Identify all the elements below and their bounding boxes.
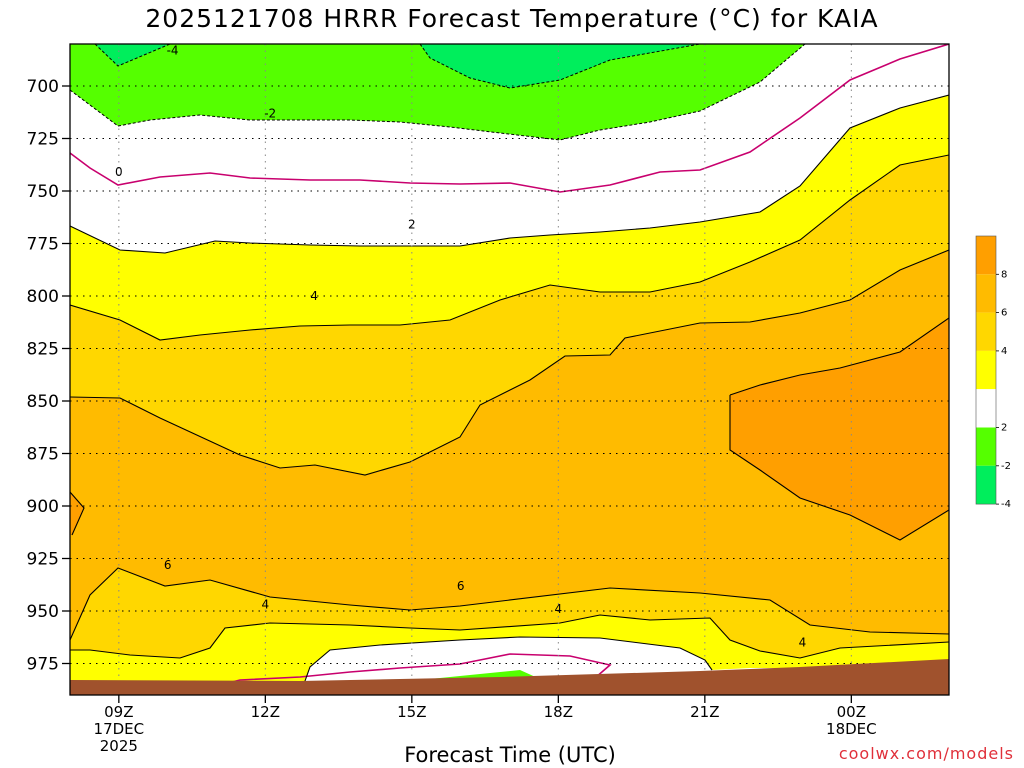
y-tick-label-775: 775 bbox=[27, 235, 59, 255]
x-tick-label-18DEC: 18DEC bbox=[826, 720, 877, 738]
contour-label-1: -2 bbox=[264, 106, 276, 120]
colorbar-legend: 8 6 4 2 -2 -4 bbox=[975, 235, 1011, 510]
contour-label-4: 4 bbox=[310, 289, 318, 303]
y-tick-label-950: 950 bbox=[27, 602, 59, 622]
y-tick-label-700: 700 bbox=[27, 77, 59, 97]
x-tick-label-2025: 2025 bbox=[100, 737, 138, 755]
x-tick-label-00Z: 00Z bbox=[837, 703, 866, 721]
x-tick-label-17DEC: 17DEC bbox=[94, 720, 145, 738]
contour-label-2: 0 bbox=[115, 165, 123, 179]
grid-lines bbox=[70, 44, 949, 695]
y-tick-label-750: 750 bbox=[27, 182, 59, 202]
x-tick-label-21Z: 21Z bbox=[690, 703, 719, 721]
colorbar-tick-label-4: -2 bbox=[1001, 461, 1011, 472]
colorbar-tick-label-1: 6 bbox=[1001, 308, 1007, 319]
band-minus6-to-minus4 bbox=[95, 44, 700, 88]
ground-terrain bbox=[70, 659, 949, 695]
y-tick-label-725: 725 bbox=[27, 130, 59, 150]
band-8-to-10-left bbox=[70, 492, 84, 535]
colorbar-frame bbox=[975, 235, 997, 505]
contour-label-8: 4 bbox=[555, 602, 563, 616]
contour-label-7: 4 bbox=[262, 598, 270, 612]
colorbar-swatch-1 bbox=[976, 274, 996, 313]
colorbar-swatch-4 bbox=[976, 389, 996, 428]
x-axis-label: Forecast Time (UTC) bbox=[404, 743, 616, 767]
colorbar-swatch-0 bbox=[976, 236, 996, 275]
band-minus4-to-minus2 bbox=[70, 44, 805, 695]
contour-label-0: -4 bbox=[167, 43, 179, 57]
zero-degree-contour bbox=[70, 44, 949, 193]
colorbar-tick-label-0: 8 bbox=[1001, 269, 1007, 280]
x-tick-label-15Z: 15Z bbox=[397, 703, 426, 721]
contour-label-3: 2 bbox=[408, 218, 416, 232]
colorbar-tick-label-5: -4 bbox=[1001, 499, 1011, 510]
x-tick-label-18Z: 18Z bbox=[544, 703, 573, 721]
y-tick-label-800: 800 bbox=[27, 287, 59, 307]
contour-label-9: 4 bbox=[799, 636, 807, 650]
contour-label-6: 6 bbox=[457, 579, 465, 593]
chart-title: 2025121708 HRRR Forecast Temperature (°C… bbox=[145, 4, 879, 33]
y-tick-label-975: 975 bbox=[27, 655, 59, 675]
contour-label-5: 6 bbox=[164, 558, 172, 572]
plot-area bbox=[70, 44, 949, 695]
band-8-to-10 bbox=[730, 318, 949, 540]
colorbar-swatch-2 bbox=[976, 312, 996, 351]
contour-lines bbox=[70, 94, 949, 695]
site-credit: coolwx.com/models bbox=[838, 744, 1014, 763]
y-tick-label-900: 900 bbox=[27, 497, 59, 517]
x-tick-label-12Z: 12Z bbox=[251, 703, 280, 721]
y-tick-label-875: 875 bbox=[27, 445, 59, 465]
y-tick-label-850: 850 bbox=[27, 392, 59, 412]
colorbar-tick-label-2: 4 bbox=[1001, 346, 1007, 357]
colorbar-swatch-6 bbox=[976, 465, 996, 505]
x-tick-label-09Z: 09Z bbox=[104, 703, 133, 721]
y-axis: 700 725 750 775 800 825 850 875 900 925 950 975 bbox=[27, 77, 70, 675]
colorbar-swatch-5 bbox=[976, 427, 996, 466]
plot-frame bbox=[69, 43, 950, 696]
contour-label-layer: -4 -2 0 2 4 6 6 4 4 4 bbox=[115, 43, 806, 649]
colorbar-swatch-3 bbox=[976, 350, 996, 390]
colorbar-tick-label-3: 2 bbox=[1001, 423, 1007, 434]
band-minus2-to-2 bbox=[70, 44, 949, 695]
y-tick-label-825: 825 bbox=[27, 340, 59, 360]
y-tick-label-925: 925 bbox=[27, 550, 59, 570]
negative-contour-lines bbox=[70, 44, 806, 141]
